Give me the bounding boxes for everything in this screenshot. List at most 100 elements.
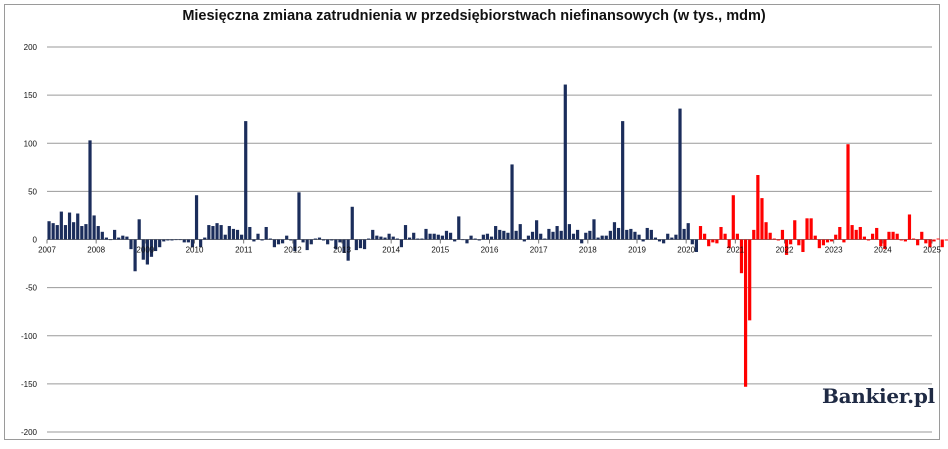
bar xyxy=(797,239,801,246)
bar xyxy=(911,238,916,240)
bankier-logo: Bankier.pl xyxy=(822,384,935,408)
bar xyxy=(80,226,84,240)
bar xyxy=(223,234,227,240)
bar xyxy=(428,233,432,240)
bar xyxy=(129,239,133,250)
bar xyxy=(666,233,670,240)
bar xyxy=(870,233,875,240)
bar xyxy=(338,239,342,243)
bar xyxy=(424,228,428,240)
bar xyxy=(166,239,170,241)
bar xyxy=(145,239,149,265)
bar xyxy=(420,238,424,240)
bar xyxy=(707,239,711,247)
bar xyxy=(580,239,584,244)
bar xyxy=(694,239,699,253)
x-tick-label: 2016 xyxy=(481,246,499,255)
bar xyxy=(137,219,141,240)
bar xyxy=(764,222,768,240)
x-tick-label: 2015 xyxy=(431,246,449,255)
bar xyxy=(506,232,510,240)
bar xyxy=(256,233,260,240)
bar xyxy=(883,239,887,250)
bar xyxy=(182,239,186,243)
bar xyxy=(887,231,891,240)
bar xyxy=(457,216,461,240)
bar xyxy=(518,224,522,240)
bar xyxy=(780,229,785,240)
bar xyxy=(375,235,379,240)
bar xyxy=(448,232,453,240)
bar xyxy=(240,234,244,240)
bar xyxy=(522,239,526,242)
bar xyxy=(813,235,817,240)
bar xyxy=(715,239,719,244)
bar xyxy=(309,239,313,245)
bar xyxy=(674,234,678,240)
x-tick-label: 2024 xyxy=(874,246,892,255)
bar xyxy=(612,222,617,240)
bar xyxy=(412,232,416,240)
bar xyxy=(895,233,899,240)
y-tick-label: 0 xyxy=(33,236,38,245)
bar xyxy=(809,218,813,240)
bar xyxy=(547,228,551,240)
bar xyxy=(444,230,449,240)
bar xyxy=(141,239,145,260)
bar xyxy=(653,237,658,240)
bar xyxy=(539,233,543,240)
bar xyxy=(530,231,535,240)
y-tick-label: 200 xyxy=(24,43,38,52)
bar xyxy=(465,239,469,244)
bar xyxy=(47,221,51,240)
y-tick-label: -100 xyxy=(21,332,38,341)
bar xyxy=(739,239,744,274)
bar xyxy=(723,233,727,240)
bar xyxy=(657,239,662,242)
bar xyxy=(436,234,440,240)
bar xyxy=(403,225,408,240)
bar xyxy=(817,239,821,249)
bar xyxy=(260,239,264,241)
bar xyxy=(59,211,63,240)
grid-layer xyxy=(46,46,933,433)
bar xyxy=(772,238,776,240)
bar xyxy=(932,239,936,242)
bar xyxy=(752,229,756,240)
bar xyxy=(727,239,731,249)
bar xyxy=(805,218,809,240)
bar xyxy=(649,229,653,240)
bar xyxy=(633,231,637,240)
bar xyxy=(784,239,789,255)
bar xyxy=(719,226,723,240)
bar xyxy=(346,239,350,261)
bar xyxy=(215,223,219,240)
bar xyxy=(104,237,109,240)
bar xyxy=(571,233,576,240)
bar xyxy=(432,233,436,240)
bar xyxy=(342,239,346,253)
y-tick-label: 50 xyxy=(28,187,37,196)
bar xyxy=(153,239,158,252)
bar xyxy=(735,233,739,240)
bar xyxy=(748,239,752,321)
bar xyxy=(133,239,137,272)
x-tick-label: 2010 xyxy=(186,246,204,255)
bar xyxy=(662,239,666,244)
x-tick-label: 2011 xyxy=(235,246,253,255)
bar xyxy=(834,234,838,240)
bar xyxy=(63,225,68,240)
bar xyxy=(907,214,912,240)
bar xyxy=(219,225,223,240)
bar xyxy=(330,239,334,241)
bar xyxy=(92,215,96,240)
bar xyxy=(473,238,477,240)
bar xyxy=(485,233,490,240)
bar xyxy=(838,226,842,240)
bar xyxy=(285,235,289,240)
bar xyxy=(825,239,830,243)
bar xyxy=(190,239,195,248)
x-tick-label: 2014 xyxy=(382,246,400,255)
bar xyxy=(67,212,72,240)
